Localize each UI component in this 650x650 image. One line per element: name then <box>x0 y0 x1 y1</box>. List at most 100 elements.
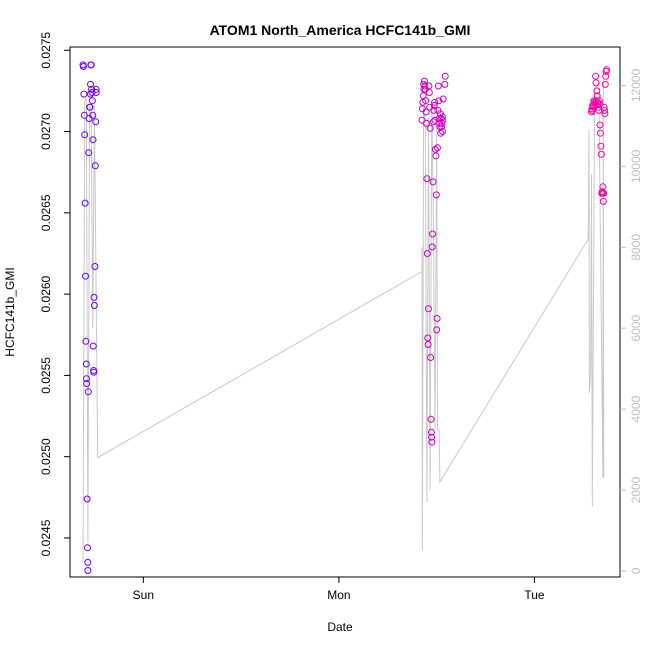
data-point <box>429 230 437 238</box>
data-point <box>90 293 98 301</box>
data-point <box>429 178 437 186</box>
data-point <box>428 433 436 441</box>
y-tick-label: 0.0265 <box>39 194 53 231</box>
y-tick-label: 0.0255 <box>39 357 53 394</box>
data-point <box>83 375 90 383</box>
data-point <box>422 97 430 105</box>
data-point <box>439 116 447 124</box>
data-point <box>425 305 432 313</box>
y2-tick-label: 6000 <box>629 315 643 342</box>
data-point <box>438 119 446 127</box>
data-point <box>80 90 88 98</box>
data-point <box>439 128 446 135</box>
data-point <box>79 63 87 70</box>
data-point <box>433 326 441 334</box>
data-point <box>83 380 91 387</box>
right-axis-line-series <box>82 81 605 563</box>
data-point <box>88 85 96 93</box>
x-tick-label: Tue <box>524 588 545 602</box>
y-tick-label: 0.0270 <box>39 113 53 150</box>
data-point <box>441 72 449 80</box>
data-point <box>431 98 439 106</box>
data-point <box>603 66 611 74</box>
data-point <box>85 149 93 157</box>
data-point <box>601 80 609 88</box>
data-point <box>433 315 441 322</box>
y2-tick-label: 2000 <box>629 476 643 503</box>
y-axis-label: HCFC141b_GMI <box>3 267 17 356</box>
data-point <box>434 144 441 152</box>
data-point <box>92 85 100 93</box>
series-line <box>82 81 605 563</box>
data-point <box>441 80 449 88</box>
data-point <box>599 197 607 205</box>
data-point <box>600 189 608 197</box>
y-axis-right: 0 2000 4000 6000 8000 10000 12000 <box>620 68 643 574</box>
data-point <box>437 115 445 122</box>
data-point <box>601 110 609 118</box>
data-point <box>601 106 608 114</box>
data-point <box>82 272 89 280</box>
data-point <box>91 162 99 170</box>
data-point <box>82 360 90 368</box>
y2-tick-label: 10000 <box>629 149 643 183</box>
data-point <box>89 111 97 119</box>
data-point <box>84 388 92 396</box>
data-point <box>92 89 100 96</box>
data-point <box>592 72 600 80</box>
data-point <box>88 97 96 105</box>
data-point <box>437 129 445 137</box>
x-axis: Sun Mon Tue <box>133 577 545 602</box>
data-point <box>420 77 428 85</box>
y-axis-left: 0.0245 0.0250 0.0255 0.0260 0.0265 0.0270 0.02… <box>39 32 70 556</box>
data-point <box>438 123 446 131</box>
data-point <box>87 61 95 69</box>
data-point <box>432 191 440 199</box>
data-point <box>84 544 91 552</box>
data-point <box>596 129 604 137</box>
plot-frame <box>69 46 621 578</box>
x-axis-label: Date <box>327 620 353 634</box>
data-point <box>431 116 439 124</box>
data-point <box>422 108 430 116</box>
data-point <box>421 82 429 90</box>
y2-tick-label: 4000 <box>629 395 643 422</box>
left-axis-point-series <box>79 61 611 574</box>
data-point <box>89 136 97 144</box>
data-point <box>81 199 89 207</box>
data-point <box>428 243 436 251</box>
chart-title: ATOM1 North_America HCFC141b_GMI <box>210 22 471 38</box>
data-point <box>438 113 446 121</box>
data-point <box>81 131 89 139</box>
data-point <box>430 102 438 109</box>
data-point <box>91 263 99 270</box>
data-point <box>89 342 97 350</box>
y-tick-label: 0.0245 <box>39 519 53 556</box>
data-point <box>597 142 605 150</box>
data-point <box>439 95 447 103</box>
data-point <box>599 183 607 191</box>
data-point <box>424 341 432 348</box>
data-point <box>90 302 98 309</box>
data-point <box>418 105 426 113</box>
y2-tick-label: 8000 <box>629 234 643 261</box>
data-point <box>434 82 442 90</box>
data-point <box>425 89 433 96</box>
data-point <box>80 111 88 119</box>
y-tick-label: 0.0250 <box>39 438 53 475</box>
data-point <box>423 250 431 257</box>
data-point <box>435 97 443 105</box>
data-point <box>424 334 432 342</box>
data-point <box>84 567 92 574</box>
data-point <box>82 337 90 345</box>
y-tick-label: 0.0275 <box>39 32 53 69</box>
data-point <box>87 80 94 88</box>
y2-tick-label: 12000 <box>629 68 643 102</box>
data-point <box>431 145 439 153</box>
data-point <box>597 150 605 158</box>
data-point <box>427 415 435 423</box>
data-point <box>427 428 435 436</box>
data-point <box>602 72 610 80</box>
data-point <box>423 175 431 183</box>
